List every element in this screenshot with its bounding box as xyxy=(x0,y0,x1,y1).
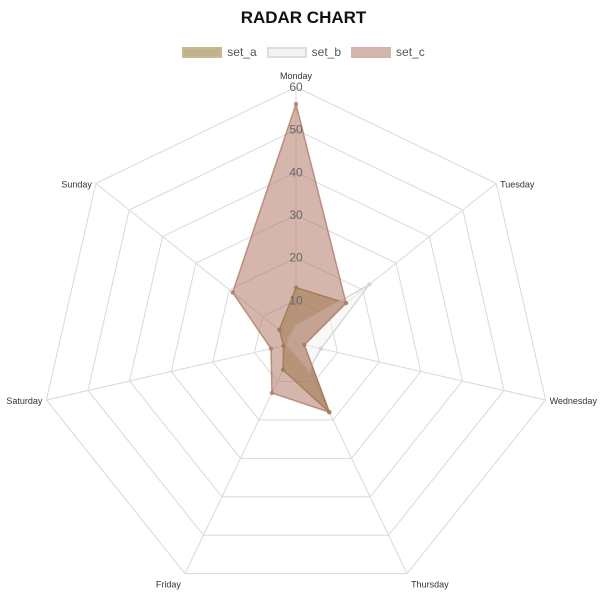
spoke-wednesday xyxy=(295,342,546,401)
legend-label-set-b: set_b xyxy=(311,45,342,59)
point-set-c-friday[interactable] xyxy=(269,390,275,396)
point-set-c-monday[interactable] xyxy=(293,101,299,107)
tick-label-40: 40 xyxy=(289,165,303,179)
grid-ring-40 xyxy=(129,171,463,498)
tick-label-30: 30 xyxy=(289,208,303,222)
legend-item-set-b[interactable]: set_b xyxy=(266,45,342,59)
legend-label-set-c: set_c xyxy=(396,45,425,59)
legend-swatch-set-c xyxy=(351,46,392,58)
point-set-c-wednesday[interactable] xyxy=(302,342,307,348)
radar-axis-labels: Monday Tuesday Wednesday Thursday Friday Satu… xyxy=(6,71,597,590)
tick-label-50: 50 xyxy=(289,123,303,137)
axis-label-sunday: Sunday xyxy=(61,179,92,189)
axis-label-saturday: Saturday xyxy=(6,396,43,406)
point-set-b-wednesday[interactable] xyxy=(318,346,324,351)
legend-item-set-c[interactable]: set_c xyxy=(351,45,425,59)
grid-ring-30 xyxy=(170,214,422,459)
axis-label-monday: Monday xyxy=(280,71,313,81)
chart-title: RADAR CHART xyxy=(240,8,367,27)
spoke-saturday xyxy=(46,342,297,401)
tick-label-10: 10 xyxy=(289,293,303,307)
point-set-c-sunday[interactable] xyxy=(230,290,235,295)
grid-ring-60 xyxy=(45,86,547,575)
point-set-c-tuesday[interactable] xyxy=(343,300,349,306)
legend-swatch-set-a xyxy=(182,46,223,58)
legend-item-set-a[interactable]: set_a xyxy=(182,45,257,59)
axis-label-friday: Friday xyxy=(156,580,182,590)
point-set-b-tuesday[interactable] xyxy=(367,282,372,287)
tick-label-20: 20 xyxy=(289,251,303,265)
grid-ring-50 xyxy=(87,129,505,536)
grid-ring-20 xyxy=(212,257,380,421)
point-set-c-saturday[interactable] xyxy=(268,346,274,351)
legend: set_a set_b set_c xyxy=(0,45,607,59)
series-area-set-c[interactable] xyxy=(231,101,347,414)
radar-series xyxy=(230,101,372,415)
axis-label-tuesday: Tuesday xyxy=(500,179,535,189)
tick-label-60: 60 xyxy=(289,80,303,94)
radar-tick-labels: 10 20 30 40 50 60 xyxy=(289,80,303,307)
axis-label-wednesday: Wednesday xyxy=(550,396,598,406)
legend-swatch-set-b xyxy=(266,46,307,58)
point-set-c-thursday[interactable] xyxy=(327,409,332,415)
axis-label-thursday: Thursday xyxy=(411,580,449,590)
legend-label-set-a: set_a xyxy=(227,45,257,59)
